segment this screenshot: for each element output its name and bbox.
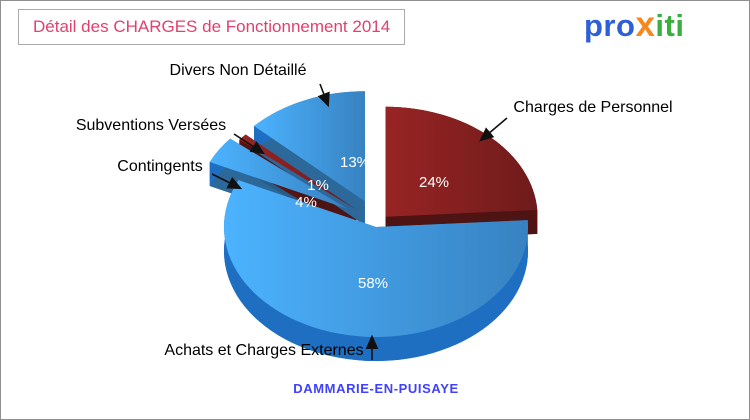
percent-label: 1% [307, 177, 329, 194]
callout-arrow [233, 133, 266, 155]
callout-arrows [211, 83, 508, 360]
logo-part-iti: iti [655, 8, 685, 43]
percent-label: 4% [295, 194, 317, 211]
page-title: Détail des CHARGES de Fonctionnement 201… [18, 9, 406, 45]
percent-label: 24% [419, 174, 449, 191]
percent-label: 58% [358, 275, 388, 292]
location-label: DAMMARIE-EN-PUISAYE [293, 381, 459, 396]
callout-arrow [479, 117, 508, 142]
pie-slice [209, 138, 348, 209]
pie-slice [254, 91, 365, 202]
pie-slice [239, 134, 357, 210]
percent-label: 13% [340, 154, 370, 171]
pie-tops [209, 91, 538, 337]
label-subventions-versees: Subventions Versées [75, 117, 227, 134]
proxiti-logo: proxiti [584, 5, 684, 45]
logo-part-x: x [635, 5, 656, 44]
label-divers-non-detaille: Divers Non Détaillé [169, 62, 307, 79]
logo-part-pro: pro [584, 8, 636, 43]
pie-slice-side [254, 126, 365, 226]
label-achats-et-charges-externes: Achats et Charges Externes [164, 342, 364, 359]
label-contingents: Contingents [117, 158, 203, 175]
callout-arrow [211, 173, 243, 190]
pie-slice [223, 180, 528, 337]
label-charges-de-personnel: Charges de Personnel [513, 99, 673, 116]
callout-arrow [317, 83, 330, 108]
pie-percent-labels: 24% 58% 4%1% 13% [295, 154, 449, 292]
pie-slice [385, 106, 538, 217]
